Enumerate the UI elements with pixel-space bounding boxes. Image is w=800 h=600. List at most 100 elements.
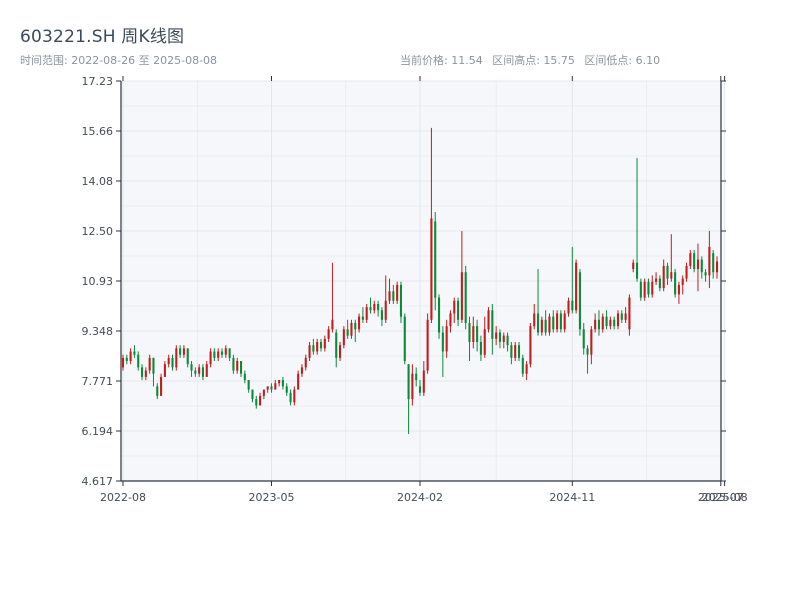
- candle-body: [464, 272, 467, 323]
- candle-body: [704, 272, 707, 276]
- candle-body: [125, 357, 128, 362]
- candle-body: [243, 373, 246, 381]
- candle-body: [384, 300, 387, 320]
- candle-body: [198, 367, 201, 374]
- candle-body: [594, 319, 597, 330]
- x-tick-label: 2023-05: [249, 491, 295, 504]
- candle-body: [232, 357, 235, 371]
- y-tick-label: 14.08: [82, 175, 114, 188]
- candle-body: [278, 380, 281, 384]
- candle-body: [121, 357, 125, 368]
- candle-body: [536, 313, 540, 333]
- price-stats: 当前价格: 11.54 区间高点: 15.75 区间低点: 6.10: [400, 52, 666, 68]
- x-tick-label: 2024-11: [549, 491, 595, 504]
- candle-body: [156, 386, 159, 396]
- candle-body: [327, 329, 330, 339]
- candle-body: [350, 322, 353, 336]
- candle-body: [639, 281, 642, 298]
- candle-body: [373, 303, 376, 311]
- candle-body: [220, 351, 224, 355]
- candle-body: [335, 332, 338, 358]
- candle-body: [670, 272, 673, 279]
- candle-body: [582, 329, 585, 349]
- candle-body: [578, 272, 581, 330]
- candle-body: [651, 281, 654, 295]
- candle-body: [163, 364, 166, 377]
- candle-body: [179, 348, 182, 355]
- candle-body: [380, 310, 383, 320]
- candle-body: [529, 326, 532, 365]
- candle-body: [247, 380, 250, 390]
- candle-body: [316, 342, 319, 352]
- candle-body: [681, 278, 684, 285]
- candle-body: [144, 370, 147, 377]
- candle-body: [514, 345, 517, 358]
- candle-body: [251, 389, 254, 400]
- axes: [116, 76, 726, 486]
- candle-body: [377, 303, 380, 311]
- candle-body: [616, 313, 620, 327]
- candle-body: [407, 364, 410, 400]
- candle-body: [152, 357, 155, 374]
- candle-body: [186, 348, 189, 365]
- candle-body: [160, 376, 163, 396]
- candle-body: [190, 364, 193, 371]
- candle-body: [312, 345, 315, 352]
- candle-body: [635, 262, 639, 279]
- candle-body: [259, 395, 262, 406]
- candle-body: [525, 364, 528, 374]
- candle-body: [460, 272, 463, 320]
- candle-body: [338, 345, 342, 358]
- candle-body: [491, 310, 494, 339]
- candle-body: [422, 370, 425, 393]
- candle-body: [552, 316, 555, 330]
- candle-body: [712, 253, 715, 273]
- candle-body: [354, 322, 357, 330]
- candle-body: [556, 313, 559, 330]
- candle-body: [521, 357, 524, 374]
- candle-body: [453, 300, 456, 314]
- candle-body: [441, 332, 444, 352]
- candle-body: [262, 389, 265, 396]
- candle-body: [449, 313, 452, 327]
- candle-body: [445, 326, 448, 352]
- candle-body: [662, 265, 665, 289]
- candle-body: [495, 332, 498, 339]
- candle-body: [430, 218, 433, 320]
- candle-body: [624, 313, 627, 320]
- candle-body: [293, 389, 296, 403]
- chart-title: 603221.SH 周K线图: [20, 27, 185, 47]
- candle-body: [647, 281, 650, 295]
- candle-body: [167, 357, 170, 365]
- candle-body: [601, 316, 604, 330]
- candle-body: [209, 351, 212, 365]
- candle-body: [643, 281, 646, 298]
- candle-body: [437, 297, 441, 333]
- candle-body: [567, 300, 570, 314]
- candle-body: [498, 332, 502, 343]
- candle-body: [483, 329, 486, 355]
- candle-body: [563, 313, 566, 330]
- candle-body: [137, 354, 140, 368]
- candle-body: [605, 316, 608, 327]
- candle-body: [392, 291, 395, 301]
- candle-body: [140, 367, 144, 377]
- candle-body: [399, 284, 403, 317]
- candle-body: [228, 348, 231, 358]
- candle-body: [194, 370, 197, 374]
- x-tick-label: 2025-08: [702, 491, 748, 504]
- candle-body: [571, 300, 574, 311]
- candle-body: [274, 383, 277, 390]
- candle-body: [236, 361, 239, 371]
- candle-body: [388, 291, 391, 301]
- candle-body: [658, 278, 661, 289]
- candle-body: [281, 380, 284, 387]
- candle-body: [403, 316, 406, 362]
- candle-body: [266, 386, 269, 390]
- range-high-label: 区间高点: 15.75: [492, 54, 575, 67]
- candle-body: [696, 259, 700, 270]
- candle-body: [548, 316, 551, 333]
- candle-body: [620, 313, 623, 320]
- candle-body: [674, 272, 677, 295]
